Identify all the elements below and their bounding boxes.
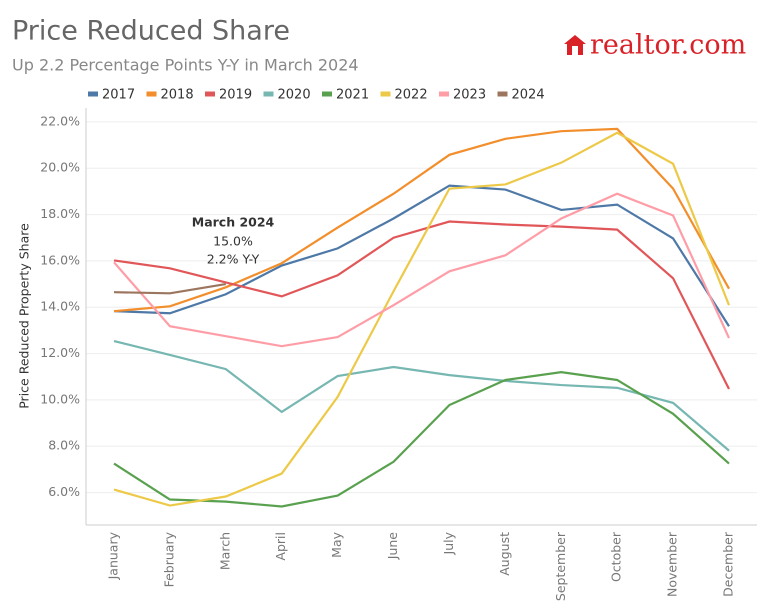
y-tick-label: 6.0% bbox=[48, 484, 80, 499]
y-tick-label: 16.0% bbox=[40, 252, 80, 267]
chart-title: Price Reduced Share bbox=[12, 16, 290, 47]
y-tick-label: 12.0% bbox=[40, 345, 80, 360]
x-tick-label: May bbox=[329, 531, 344, 557]
series-line bbox=[113, 220, 730, 390]
x-tick-label: October bbox=[609, 531, 624, 582]
logo-icon bbox=[564, 35, 586, 55]
x-tick-label: January bbox=[106, 531, 121, 580]
annotation-value: 15.0% bbox=[213, 234, 253, 249]
logo-text: realtor.com bbox=[590, 30, 746, 61]
series-line bbox=[113, 184, 730, 327]
x-tick-label: March bbox=[217, 532, 232, 570]
legend-label: 2018 bbox=[161, 88, 194, 103]
y-tick-label: 14.0% bbox=[40, 299, 80, 314]
logo-door bbox=[572, 46, 578, 55]
y-tick-label: 20.0% bbox=[40, 160, 80, 175]
chart-subtitle: Up 2.2 Percentage Points Y-Y in March 20… bbox=[12, 56, 359, 75]
x-tick-label: December bbox=[721, 531, 736, 597]
legend-label: 2023 bbox=[453, 88, 486, 103]
legend-label: 2020 bbox=[278, 88, 311, 103]
annotation-title: March 2024 bbox=[192, 215, 275, 230]
legend-label: 2021 bbox=[336, 88, 369, 103]
legend-label: 2022 bbox=[395, 88, 428, 103]
series-line bbox=[113, 282, 226, 295]
y-axis-label: Price Reduced Property Share bbox=[17, 223, 32, 409]
series-line bbox=[113, 131, 731, 507]
x-tick-label: September bbox=[553, 531, 568, 601]
x-tick-label: November bbox=[665, 531, 680, 597]
x-tick-label: June bbox=[385, 532, 400, 561]
series-line bbox=[113, 339, 730, 452]
x-tick-label: April bbox=[273, 532, 288, 561]
y-tick-label: 10.0% bbox=[40, 391, 80, 406]
logo: realtor.com bbox=[564, 30, 746, 61]
legend-label: 2017 bbox=[102, 88, 135, 103]
series-line bbox=[113, 192, 731, 348]
legend: 2017 2018 2019 2020 2021 2022 2023 2024 bbox=[88, 88, 545, 103]
x-tick-label: February bbox=[161, 531, 176, 587]
series-line bbox=[113, 370, 730, 508]
x-tick-label: August bbox=[497, 532, 512, 576]
legend-label: 2024 bbox=[512, 88, 545, 103]
legend-label: 2019 bbox=[219, 88, 252, 103]
y-tick-label: 22.0% bbox=[40, 113, 80, 128]
y-tick-label: 8.0% bbox=[48, 438, 80, 453]
y-tick-label: 18.0% bbox=[40, 206, 80, 221]
annotation-change: 2.2% Y-Y bbox=[207, 252, 260, 267]
x-tick-label: July bbox=[441, 531, 456, 555]
